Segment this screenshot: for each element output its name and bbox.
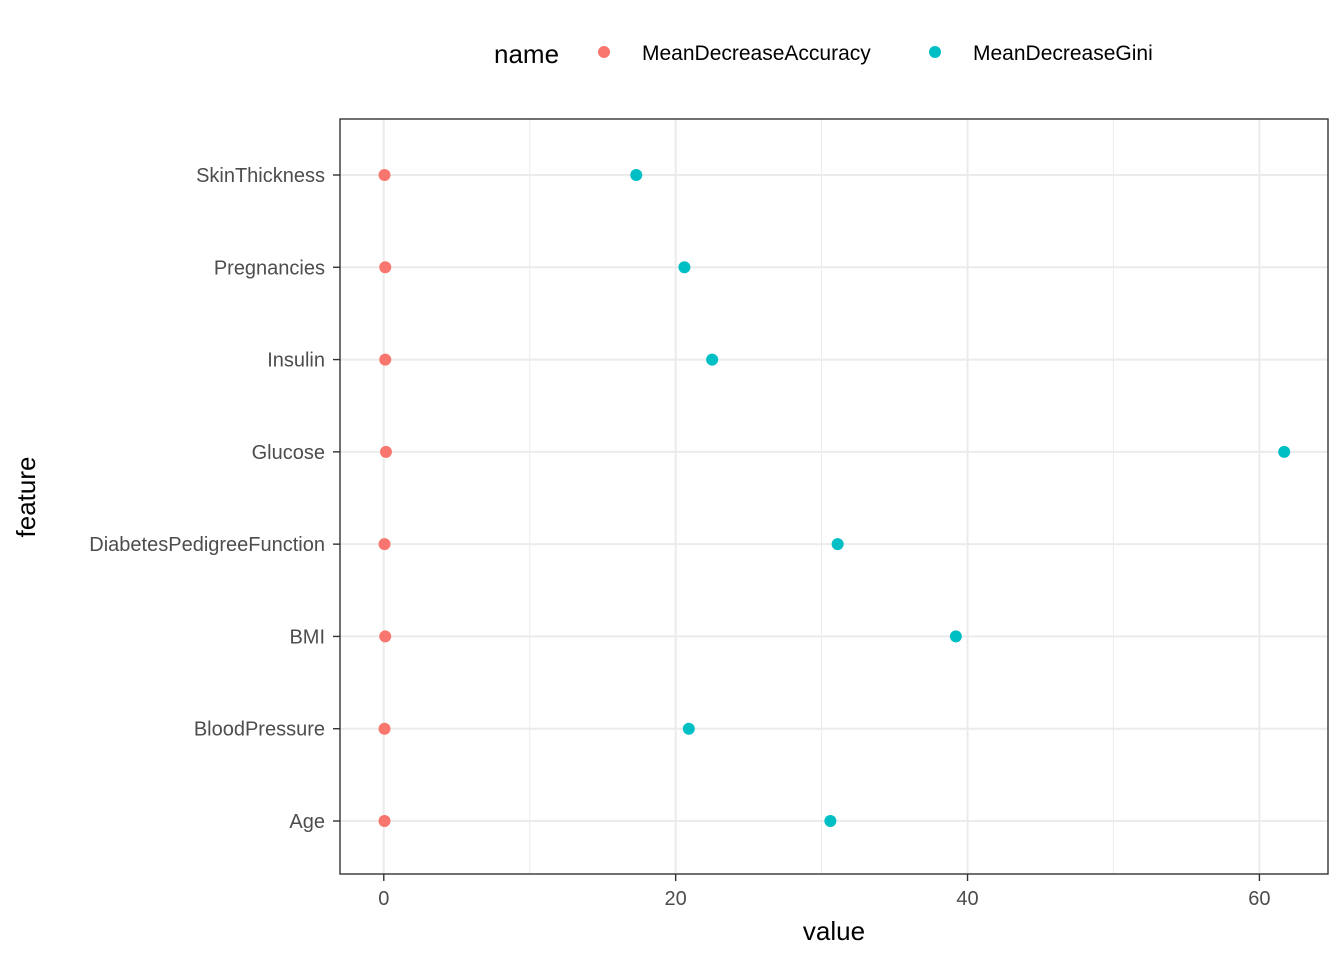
y-tick-label: SkinThickness (196, 165, 325, 187)
point-MeanDecreaseGini-BloodPressure (682, 722, 695, 735)
y-tick-label: Insulin (267, 350, 325, 372)
point-MeanDecreaseGini-Insulin (706, 353, 719, 366)
legend-label-MeanDecreaseAccuracy: MeanDecreaseAccuracy (642, 42, 871, 65)
x-tick-label: 0 (378, 888, 389, 910)
legend-key-MeanDecreaseGini (929, 46, 941, 58)
point-MeanDecreaseAccuracy-Age (378, 815, 391, 827)
y-tick-label: BMI (289, 626, 325, 648)
legend: name MeanDecreaseAccuracy MeanDecreaseGin… (494, 39, 1153, 69)
point-MeanDecreaseGini-Age (824, 815, 837, 827)
plot-area (339, 118, 1329, 875)
legend-label-MeanDecreaseGini: MeanDecreaseGini (973, 42, 1153, 65)
panel-border (339, 118, 1329, 875)
point-MeanDecreaseAccuracy-Insulin (379, 353, 392, 366)
y-axis: Age BloodPressure BMI DiabetesPedigreeFunct… (89, 165, 340, 833)
y-tick-label: Pregnancies (214, 257, 325, 279)
point-MeanDecreaseAccuracy-BMI (379, 630, 392, 643)
point-MeanDecreaseAccuracy-DiabetesPedigreeFunction (378, 538, 391, 551)
y-axis-title: feature (11, 457, 41, 538)
y-tick-label: Age (289, 811, 325, 833)
grid-minor (529, 119, 1114, 874)
x-tick-label: 20 (665, 888, 687, 910)
point-MeanDecreaseGini-BMI (949, 630, 962, 643)
x-axis: 0 20 40 60 (378, 874, 1271, 910)
point-MeanDecreaseGini-Pregnancies (678, 261, 691, 274)
legend-items: MeanDecreaseAccuracy MeanDecreaseGini (598, 42, 1153, 65)
point-MeanDecreaseGini-DiabetesPedigreeFunction (831, 538, 844, 551)
x-tick-label: 40 (956, 888, 978, 910)
point-MeanDecreaseGini-Glucose (1278, 445, 1291, 458)
x-tick-label: 60 (1248, 888, 1270, 910)
point-MeanDecreaseAccuracy-SkinThickness (378, 169, 391, 181)
point-MeanDecreaseGini-SkinThickness (630, 169, 643, 181)
x-axis-title: value (803, 916, 865, 946)
grid-major (340, 119, 1328, 874)
legend-title: name (494, 39, 559, 69)
data-points (378, 169, 1291, 827)
y-tick-label: DiabetesPedigreeFunction (89, 534, 325, 556)
point-MeanDecreaseAccuracy-Pregnancies (379, 261, 392, 274)
y-tick-label: BloodPressure (194, 719, 325, 741)
legend-key-MeanDecreaseAccuracy (598, 46, 610, 58)
point-MeanDecreaseAccuracy-Glucose (379, 445, 392, 458)
y-tick-label: Glucose (252, 442, 325, 464)
point-MeanDecreaseAccuracy-BloodPressure (378, 722, 391, 735)
